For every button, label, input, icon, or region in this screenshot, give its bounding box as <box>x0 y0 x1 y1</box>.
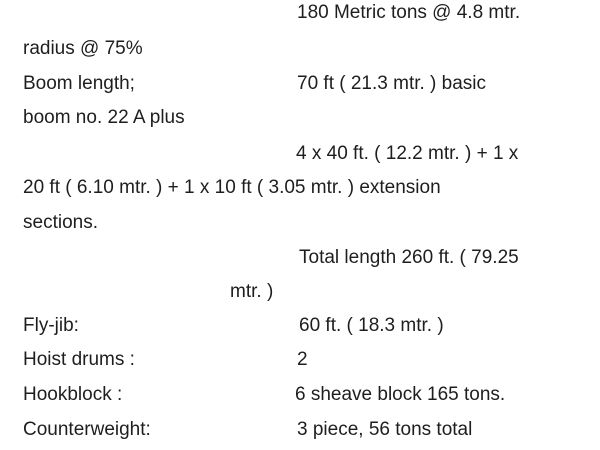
hoist-drums-value: 2 <box>297 349 308 370</box>
fly-jib-value: 60 ft. ( 18.3 mtr. ) <box>299 315 444 336</box>
hookblock-value: 6 sheave block 165 tons. <box>295 384 506 405</box>
extension-value: 4 x 40 ft. ( 12.2 mtr. ) + 1 x <box>296 143 519 164</box>
fly-jib-label: Fly-jib: <box>23 315 79 336</box>
total-length-value-cont: mtr. ) <box>230 281 274 302</box>
total-length-value: Total length 260 ft. ( 79.25 <box>299 247 519 268</box>
capacity-value-cont: radius @ 75% <box>23 38 143 59</box>
counterweight-value: 3 piece, 56 tons total <box>297 419 473 440</box>
counterweight-label: Counterweight: <box>23 419 151 440</box>
extension-value-end: sections. <box>23 212 98 233</box>
capacity-value: 180 Metric tons @ 4.8 mtr. <box>297 2 521 23</box>
boom-length-value-cont: boom no. 22 A plus <box>23 107 185 128</box>
boom-length-label: Boom length; <box>23 73 135 94</box>
hookblock-label: Hookblock : <box>23 384 123 405</box>
extension-value-cont: 20 ft ( 6.10 mtr. ) + 1 x 10 ft ( 3.05 m… <box>23 177 441 198</box>
hoist-drums-label: Hoist drums : <box>23 349 135 370</box>
boom-length-value: 70 ft ( 21.3 mtr. ) basic <box>297 73 487 94</box>
